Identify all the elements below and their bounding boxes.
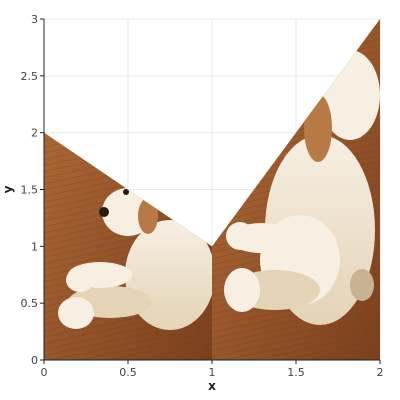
puppy-paw bbox=[224, 268, 260, 312]
x-tick-label: 1 bbox=[209, 366, 216, 379]
y-tick-label: 1 bbox=[31, 240, 38, 253]
x-ticks: 0 0.5 1 1.5 2 bbox=[41, 360, 384, 379]
puppy-eye bbox=[123, 189, 129, 195]
y-tick-label: 0 bbox=[31, 354, 38, 367]
puppy-right bbox=[224, 50, 380, 325]
puppy-paw bbox=[66, 268, 94, 292]
y-tick-label: 1.5 bbox=[21, 184, 39, 197]
y-axis-label: y bbox=[1, 185, 15, 193]
y-tick-label: 2 bbox=[31, 127, 38, 140]
x-tick-label: 0.5 bbox=[119, 366, 137, 379]
y-ticks: 0 0.5 1 1.5 2 2.5 3 bbox=[21, 13, 44, 367]
puppy-paw bbox=[58, 297, 94, 329]
x-tick-label: 2 bbox=[377, 366, 384, 379]
puppy-paw bbox=[226, 222, 254, 250]
x-tick-label: 1.5 bbox=[287, 366, 305, 379]
puppy-hind-paw bbox=[350, 269, 374, 301]
x-axis-label: x bbox=[208, 379, 216, 393]
y-tick-label: 0.5 bbox=[21, 297, 39, 310]
y-tick-label: 2.5 bbox=[21, 70, 39, 83]
x-tick-label: 0 bbox=[41, 366, 48, 379]
y-tick-label: 3 bbox=[31, 13, 38, 26]
puppy-nose bbox=[99, 207, 109, 217]
puppy-left bbox=[58, 188, 215, 330]
puppy-ear bbox=[138, 198, 158, 234]
puppy-ear bbox=[304, 94, 332, 162]
